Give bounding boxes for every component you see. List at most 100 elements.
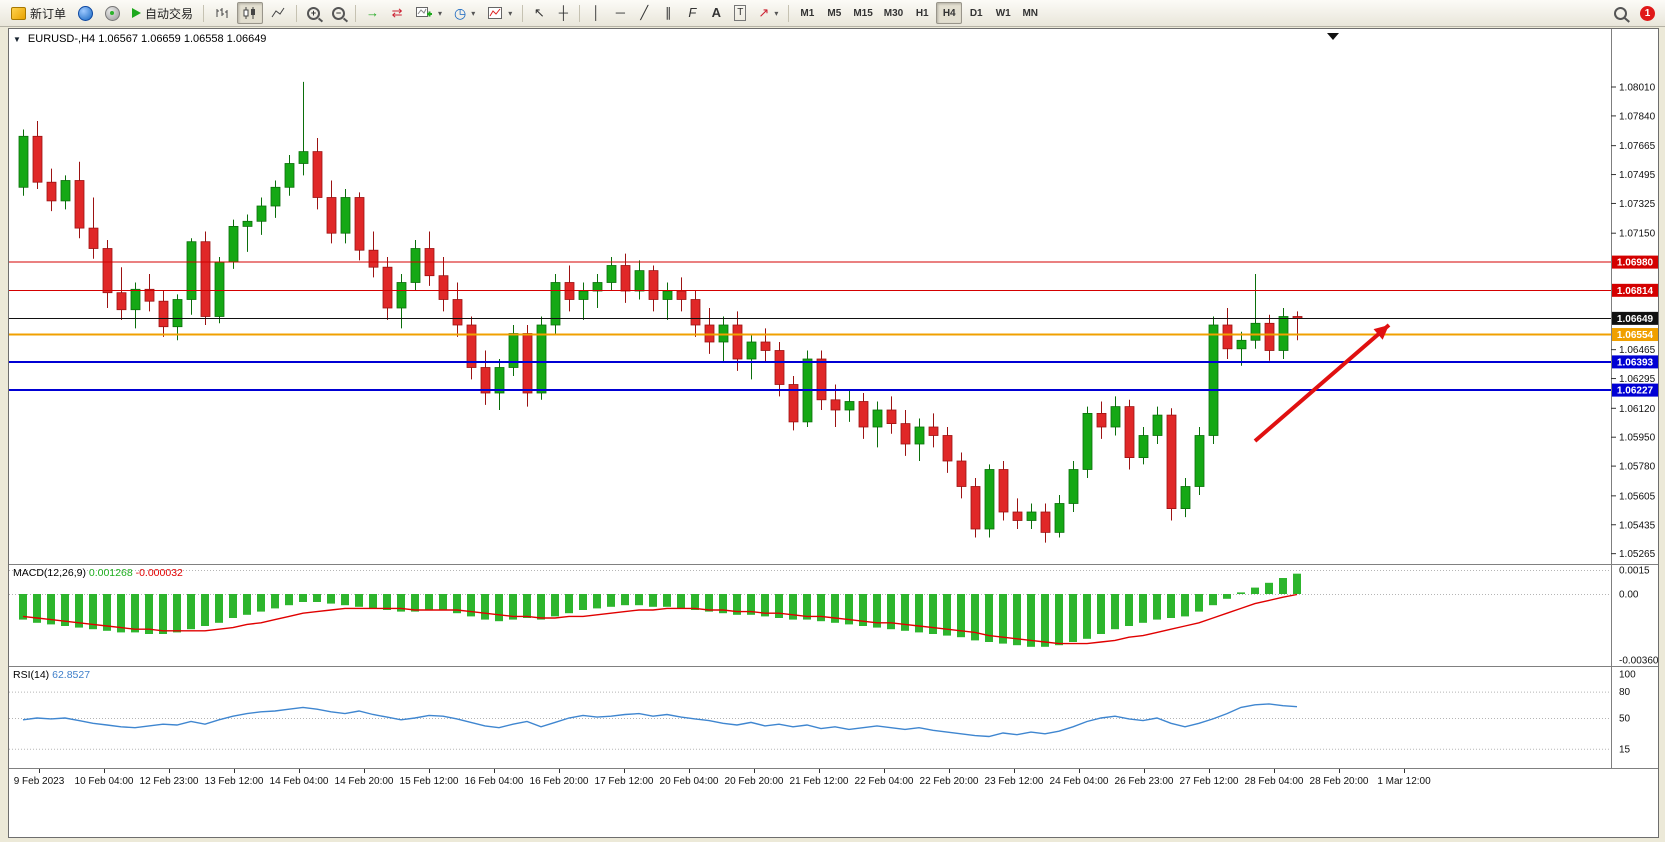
pane-divider[interactable] bbox=[9, 768, 1658, 769]
line-chart-button[interactable] bbox=[265, 2, 291, 24]
svg-text:1.05950: 1.05950 bbox=[1619, 433, 1656, 444]
macd-main-value: 0.001268 bbox=[88, 567, 133, 579]
svg-text:24 Feb 04:00: 24 Feb 04:00 bbox=[1050, 776, 1109, 787]
new-chart-icon bbox=[416, 7, 433, 17]
timeframe-button-MN[interactable]: MN bbox=[1017, 2, 1043, 24]
arrows-icon: ↗ bbox=[758, 5, 770, 20]
svg-text:14 Feb 20:00: 14 Feb 20:00 bbox=[335, 776, 394, 787]
text-tool-button[interactable]: A bbox=[705, 2, 727, 24]
timeframe-button-H4[interactable]: H4 bbox=[936, 2, 963, 24]
rsi-svg: 100 80 50 15 bbox=[9, 667, 1636, 768]
cursor-tool-button[interactable]: ↖ bbox=[528, 2, 550, 24]
svg-text:20 Feb 20:00: 20 Feb 20:00 bbox=[725, 776, 784, 787]
arrows-tool-button[interactable]: ↗ ▾ bbox=[753, 2, 783, 24]
candlestick-chart-button[interactable] bbox=[237, 2, 264, 24]
globe-icon bbox=[78, 5, 94, 21]
time-axis[interactable]: 9 Feb 2023 10 Feb 04:00 12 Feb 23:00 13 Feb… bbox=[9, 769, 1658, 789]
svg-text:1.07840: 1.07840 bbox=[1619, 111, 1656, 122]
pane-divider[interactable] bbox=[9, 564, 1658, 565]
indicators-icon bbox=[488, 7, 503, 19]
indicators-button[interactable]: ▾ bbox=[482, 2, 517, 24]
one-click-trading-toggle[interactable]: ▼ bbox=[13, 35, 21, 44]
svg-text:1.07495: 1.07495 bbox=[1619, 170, 1656, 181]
macd-svg: 0.0015 0.00 -0.003609 bbox=[9, 565, 1658, 666]
chart-shift-button[interactable]: ⇄ bbox=[386, 2, 408, 24]
horizontal-line-tool-button[interactable]: ─ bbox=[609, 2, 631, 24]
svg-text:26 Feb 23:00: 26 Feb 23:00 bbox=[1115, 776, 1174, 787]
zoom-out-button[interactable]: − bbox=[327, 2, 350, 24]
text-label-icon: T bbox=[734, 5, 747, 21]
community-button[interactable] bbox=[73, 2, 98, 24]
svg-text:12 Feb 23:00: 12 Feb 23:00 bbox=[140, 776, 199, 787]
timeframe-button-M30[interactable]: M30 bbox=[879, 2, 908, 24]
new-chart-button[interactable]: ▾ bbox=[410, 2, 447, 24]
svg-text:1.07150: 1.07150 bbox=[1619, 229, 1656, 240]
auto-scroll-button[interactable]: → bbox=[361, 2, 384, 24]
auto-trading-label: 自动交易 bbox=[145, 6, 194, 21]
svg-text:1.08010: 1.08010 bbox=[1619, 83, 1656, 94]
svg-text:80: 80 bbox=[1619, 687, 1631, 698]
svg-text:1.07325: 1.07325 bbox=[1619, 199, 1656, 210]
zoom-in-button[interactable]: + bbox=[302, 2, 325, 24]
timeframe-button-M15[interactable]: M15 bbox=[848, 2, 877, 24]
chart-window: 1.08010 1.07840 1.07665 1.07495 1.07325 1.071… bbox=[8, 28, 1659, 838]
toolbar-separator bbox=[522, 4, 524, 22]
svg-text:22 Feb 20:00: 22 Feb 20:00 bbox=[920, 776, 979, 787]
timeframe-button-M5[interactable]: M5 bbox=[821, 2, 847, 24]
clock-icon: ◷ bbox=[454, 4, 467, 21]
trendline-tool-button[interactable]: ╱ bbox=[633, 2, 655, 24]
timeframe-button-W1[interactable]: W1 bbox=[990, 2, 1016, 24]
notification-badge[interactable]: 1 bbox=[1640, 5, 1655, 21]
price-chart-pane[interactable]: 1.08010 1.07840 1.07665 1.07495 1.07325 1.071… bbox=[9, 29, 1658, 564]
new-order-button[interactable]: 新订单 bbox=[6, 2, 71, 24]
zoom-in-icon: + bbox=[307, 6, 321, 20]
pane-divider[interactable] bbox=[9, 666, 1658, 667]
svg-text:9 Feb 2023: 9 Feb 2023 bbox=[14, 776, 65, 787]
timeframe-button-H1[interactable]: H1 bbox=[909, 2, 935, 24]
signals-button[interactable] bbox=[100, 2, 125, 24]
svg-text:1.06554: 1.06554 bbox=[1617, 330, 1654, 341]
trendline-icon: ╱ bbox=[640, 5, 649, 20]
svg-text:1.05435: 1.05435 bbox=[1619, 520, 1656, 531]
periods-button[interactable]: ◷ ▾ bbox=[449, 2, 480, 24]
channel-tool-button[interactable]: ∥ bbox=[657, 2, 679, 24]
svg-text:16 Feb 04:00: 16 Feb 04:00 bbox=[465, 776, 524, 787]
svg-text:13 Feb 12:00: 13 Feb 12:00 bbox=[205, 776, 264, 787]
auto-scroll-icon: → bbox=[366, 5, 380, 20]
bar-chart-button[interactable] bbox=[209, 2, 235, 24]
svg-text:1.05780: 1.05780 bbox=[1619, 462, 1656, 473]
svg-text:27 Feb 12:00: 27 Feb 12:00 bbox=[1180, 776, 1239, 787]
toolbar-separator bbox=[788, 4, 790, 22]
price-chart-svg: 1.08010 1.07840 1.07665 1.07495 1.07325 1.071… bbox=[9, 29, 1658, 564]
text-label-tool-button[interactable]: T bbox=[729, 2, 751, 24]
svg-text:14 Feb 04:00: 14 Feb 04:00 bbox=[270, 776, 329, 787]
svg-text:21 Feb 12:00: 21 Feb 12:00 bbox=[790, 776, 849, 787]
chevron-down-icon: ▾ bbox=[471, 8, 476, 18]
svg-text:1.06814: 1.06814 bbox=[1617, 286, 1654, 297]
crosshair-tool-button[interactable]: ┼ bbox=[552, 2, 574, 24]
timeframe-button-M1[interactable]: M1 bbox=[794, 2, 820, 24]
rsi-name: RSI(14) bbox=[13, 669, 50, 681]
auto-trading-button[interactable]: 自动交易 bbox=[127, 2, 198, 24]
vertical-line-tool-button[interactable]: │ bbox=[585, 2, 607, 24]
svg-text:1.06227: 1.06227 bbox=[1617, 386, 1654, 397]
svg-text:1 Mar 12:00: 1 Mar 12:00 bbox=[1377, 776, 1431, 787]
svg-text:22 Feb 04:00: 22 Feb 04:00 bbox=[855, 776, 914, 787]
time-axis-svg: 9 Feb 2023 10 Feb 04:00 12 Feb 23:00 13 Feb… bbox=[14, 769, 1431, 787]
fibonacci-tool-button[interactable]: F bbox=[681, 2, 703, 24]
svg-text:100: 100 bbox=[1619, 670, 1636, 681]
main-toolbar: 新订单 自动交易 + − → ⇄ ▾ ◷ ▾ ▾ bbox=[0, 0, 1665, 27]
search-button[interactable] bbox=[1609, 2, 1632, 24]
timeframe-button-D1[interactable]: D1 bbox=[963, 2, 989, 24]
signals-icon bbox=[105, 5, 121, 21]
horizontal-line-icon: ─ bbox=[615, 5, 625, 20]
macd-pane[interactable]: 0.0015 0.00 -0.003609 MACD(12,26,9) 0.0012… bbox=[9, 565, 1658, 666]
svg-text:28 Feb 04:00: 28 Feb 04:00 bbox=[1245, 776, 1304, 787]
svg-text:0.0015: 0.0015 bbox=[1619, 566, 1650, 577]
text-icon: A bbox=[711, 5, 721, 20]
svg-text:1.06120: 1.06120 bbox=[1619, 404, 1656, 415]
svg-text:50: 50 bbox=[1619, 714, 1631, 725]
svg-text:1.07665: 1.07665 bbox=[1619, 141, 1656, 152]
rsi-pane[interactable]: 100 80 50 15 RSI(14) 62.8527 bbox=[9, 667, 1658, 768]
